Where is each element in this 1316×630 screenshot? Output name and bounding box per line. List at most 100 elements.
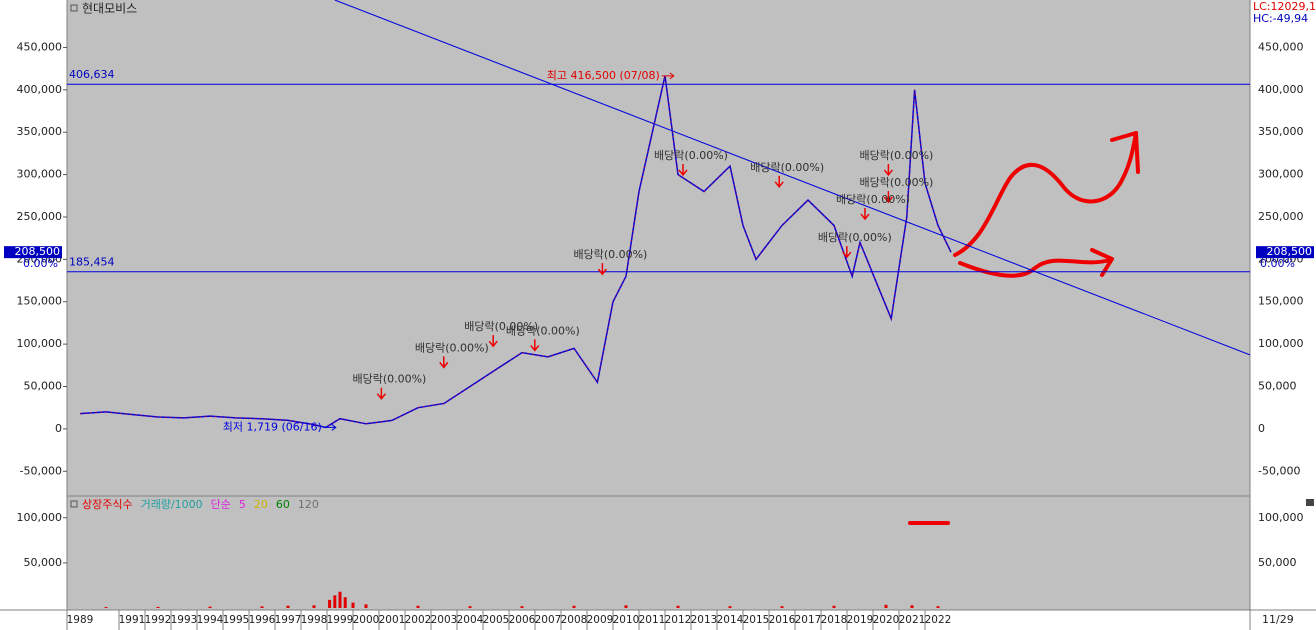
x-tick-label: 2011 — [639, 614, 666, 626]
dividend-arrow — [842, 246, 852, 259]
horizontal-line-label: 185,454 — [69, 256, 115, 269]
side-arrow-head — [1090, 248, 1114, 277]
dividend-arrow — [439, 356, 449, 369]
volume-bar — [286, 605, 290, 608]
dividend-label: 배당락(0.00%) — [654, 149, 728, 162]
y-tick-label: 100,000 — [17, 511, 63, 524]
volume-bar — [156, 606, 160, 608]
dividend-arrow — [860, 208, 870, 221]
x-tick-label: 2012 — [665, 614, 692, 626]
x-tick-label: 2007 — [535, 614, 562, 626]
x-tick-label: 2019 — [847, 614, 874, 626]
up-arrow — [953, 131, 1138, 257]
volume-bar — [910, 605, 914, 608]
dividend-label: 배당락(0.00%) — [352, 373, 426, 386]
x-tick-label: 2008 — [561, 614, 588, 626]
y-tick-label: 100,000 — [17, 337, 63, 350]
dividend-label: 배당락(0.00%) — [836, 193, 910, 206]
current-price-right-box — [1256, 246, 1314, 259]
dividend-arrow — [488, 335, 498, 348]
y-tick-label-right: 450,000 — [1258, 40, 1304, 53]
dividend-label: 배당락(0.00%) — [464, 320, 538, 333]
y-tick-label-right: 50,000 — [1258, 556, 1297, 569]
x-tick-label: 2005 — [483, 614, 510, 626]
y-tick-label-right: 100,000 — [1258, 511, 1304, 524]
extreme-arrow — [661, 72, 675, 80]
x-tick-label: 1989 — [67, 614, 94, 626]
panel-icon — [70, 4, 78, 12]
y-tick-label-right: 50,000 — [1258, 380, 1297, 393]
legend-entry: 60 — [276, 498, 290, 511]
up-arrow-head — [1110, 131, 1140, 174]
y-tick-label-right: 150,000 — [1258, 295, 1304, 308]
volume-bar — [312, 605, 316, 608]
y-tick-label: 300,000 — [17, 168, 63, 181]
dividend-label: 배당락(0.00%) — [415, 341, 489, 354]
close-button[interactable] — [1306, 499, 1314, 506]
x-tick-label: 1993 — [171, 614, 198, 626]
price-line — [79, 75, 952, 429]
legend-entry: 상장주식수 — [82, 498, 133, 511]
x-tick-label: 2000 — [353, 614, 380, 626]
y-tick-label-right: 400,000 — [1258, 83, 1304, 96]
legend-entry: 20 — [254, 498, 268, 511]
dividend-arrow — [774, 175, 784, 189]
y-tick-label-right: 0 — [1258, 422, 1265, 435]
current-price-left-change: 0.00% — [23, 257, 58, 270]
volume-bar — [104, 607, 108, 608]
dividend-arrow — [883, 163, 893, 177]
dividend-arrow — [597, 263, 607, 276]
x-tick-label: 1994 — [197, 614, 224, 626]
trend-line — [334, 0, 1251, 356]
y-tick-label: 350,000 — [17, 125, 63, 138]
volume-bar — [351, 602, 355, 608]
x-tick-label: 1999 — [327, 614, 354, 626]
x-tick-label: 1996 — [249, 614, 276, 626]
x-tick-label: 2010 — [613, 614, 640, 626]
current-price-left: 208,500 — [15, 245, 61, 258]
y-tick-label: 0 — [55, 422, 62, 435]
volume-bar — [936, 606, 940, 608]
volume-bar — [343, 597, 347, 608]
volume-bar — [338, 591, 342, 608]
dividend-arrow — [678, 163, 688, 177]
x-tick-label: 2002 — [405, 614, 432, 626]
legend-entry: 5 — [239, 498, 246, 511]
x-tick-label: 1991 — [119, 614, 146, 626]
current-price-left-box — [4, 246, 62, 259]
x-tick-label: 2018 — [821, 614, 848, 626]
extreme-label: 최저 1,719 (06/16) — [223, 420, 322, 433]
x-tick-label: 1992 — [145, 614, 172, 626]
y-tick-label: 50,000 — [24, 556, 63, 569]
dividend-arrow — [376, 387, 386, 400]
lc-label: LC:12029,14 — [1253, 0, 1316, 13]
x-tick-label: 2003 — [431, 614, 458, 626]
volume-bar — [884, 604, 888, 608]
volume-bar — [624, 605, 628, 608]
legend-entry: 단순 — [211, 498, 231, 511]
volume-bar — [780, 606, 784, 608]
volume-bar — [416, 605, 420, 608]
volume-bar — [260, 606, 264, 608]
dividend-label: 배당락(0.00%) — [506, 324, 580, 337]
dividend-label: 배당락(0.00%) — [750, 161, 824, 174]
x-tick-label: 2020 — [873, 614, 900, 626]
y-tick-label: 400,000 — [17, 83, 63, 96]
volume-bar — [208, 606, 212, 608]
chart-title: 현대모비스 — [82, 2, 137, 16]
volume-bar — [728, 606, 732, 608]
volume-bar — [520, 606, 524, 608]
x-tick-label: 2013 — [691, 614, 718, 626]
y-tick-label: 150,000 — [17, 295, 63, 308]
current-price-right: 208,500 — [1267, 245, 1313, 258]
x-tick-label: 1995 — [223, 614, 250, 626]
y-tick-label: -50,000 — [20, 464, 62, 477]
extreme-label: 최고 416,500 (07/08) — [547, 69, 660, 82]
legend-entry: 120 — [298, 498, 319, 511]
hand-drawn-arrows — [908, 131, 1140, 525]
extreme-arrow — [323, 424, 337, 431]
dividend-arrow — [883, 191, 893, 204]
volume-bar — [364, 604, 368, 608]
x-tick-label: 2006 — [509, 614, 536, 626]
